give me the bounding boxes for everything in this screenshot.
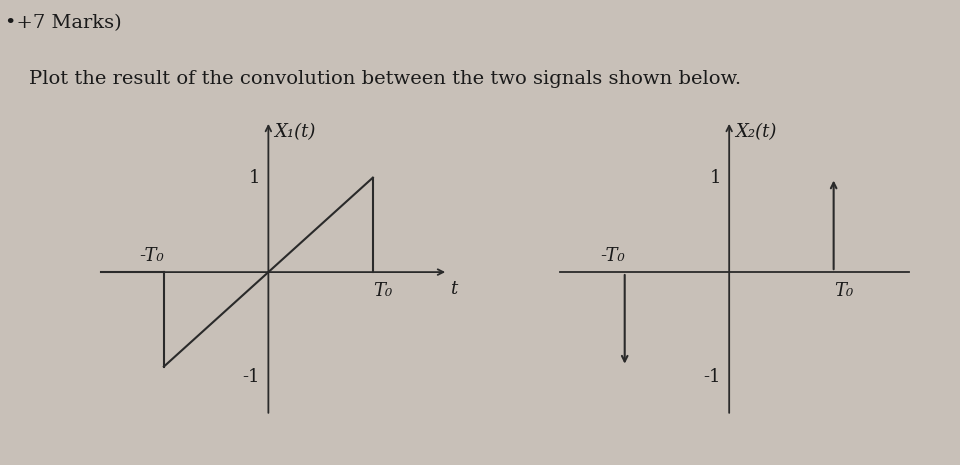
Text: Plot the result of the convolution between the two signals shown below.: Plot the result of the convolution betwe… [29, 70, 741, 88]
Text: T₀: T₀ [833, 281, 852, 299]
Text: 1: 1 [709, 169, 721, 186]
Text: -T₀: -T₀ [600, 246, 625, 265]
Text: -T₀: -T₀ [139, 246, 164, 265]
Text: t: t [450, 279, 457, 298]
Text: •+7 Marks): •+7 Marks) [5, 14, 121, 32]
Text: -1: -1 [243, 368, 260, 386]
Text: 1: 1 [249, 169, 260, 186]
Text: -1: -1 [704, 368, 721, 386]
Text: X₂(t): X₂(t) [735, 123, 777, 141]
Text: T₀: T₀ [372, 281, 392, 299]
Text: X₁(t): X₁(t) [275, 123, 316, 141]
